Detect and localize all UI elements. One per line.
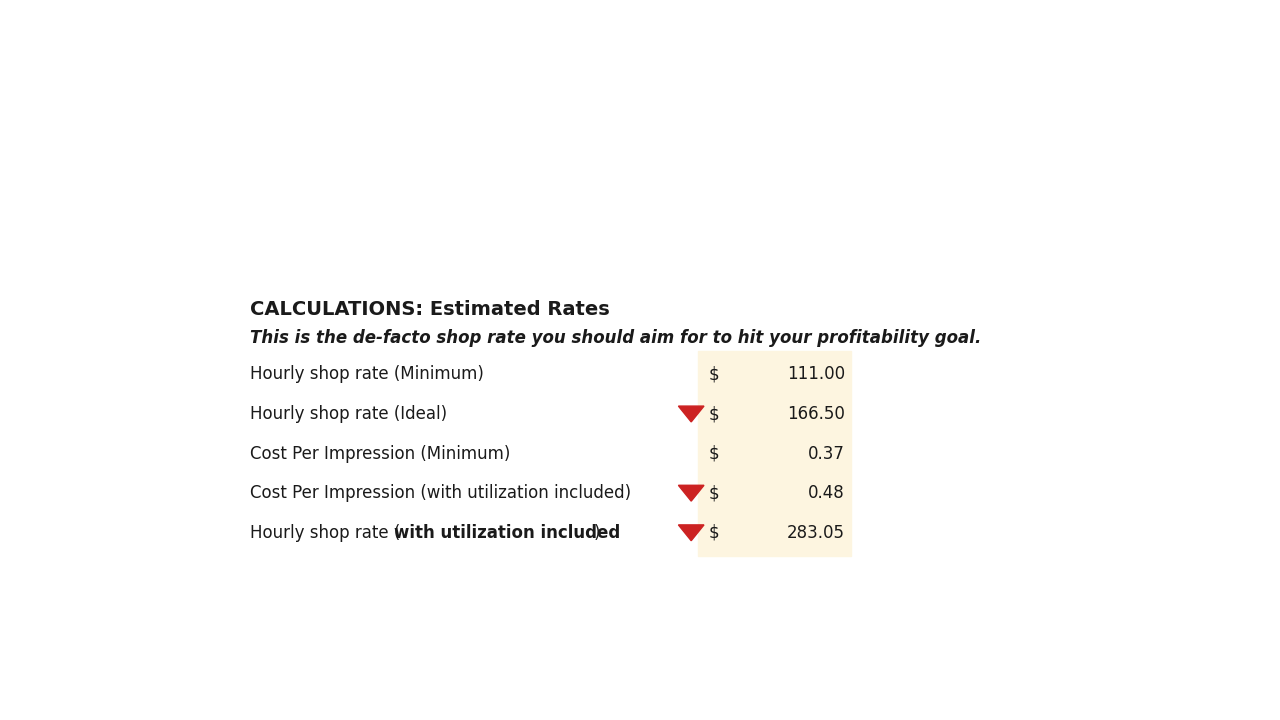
Text: $: $: [709, 524, 719, 541]
Text: Hourly shop rate (Minimum): Hourly shop rate (Minimum): [250, 366, 484, 383]
Text: 111.00: 111.00: [787, 366, 845, 383]
Text: Cost Per Impression (Minimum): Cost Per Impression (Minimum): [250, 444, 509, 463]
Text: with utilization included: with utilization included: [394, 524, 620, 541]
Text: $: $: [709, 366, 719, 383]
Text: 166.50: 166.50: [787, 405, 845, 423]
Text: $: $: [709, 405, 719, 423]
Text: Cost Per Impression (with utilization included): Cost Per Impression (with utilization in…: [250, 485, 631, 503]
Text: $: $: [709, 444, 719, 463]
Text: 0.48: 0.48: [808, 485, 845, 503]
Text: This is the de-facto shop rate you should aim for to hit your profitability goal: This is the de-facto shop rate you shoul…: [250, 329, 980, 347]
Text: Hourly shop rate (: Hourly shop rate (: [250, 524, 399, 541]
Text: 0.37: 0.37: [808, 444, 845, 463]
Text: Hourly shop rate (Ideal): Hourly shop rate (Ideal): [250, 405, 447, 423]
Text: ): ): [594, 524, 600, 541]
Text: $: $: [709, 485, 719, 503]
Text: 283.05: 283.05: [787, 524, 845, 541]
Text: CALCULATIONS: Estimated Rates: CALCULATIONS: Estimated Rates: [250, 300, 609, 319]
